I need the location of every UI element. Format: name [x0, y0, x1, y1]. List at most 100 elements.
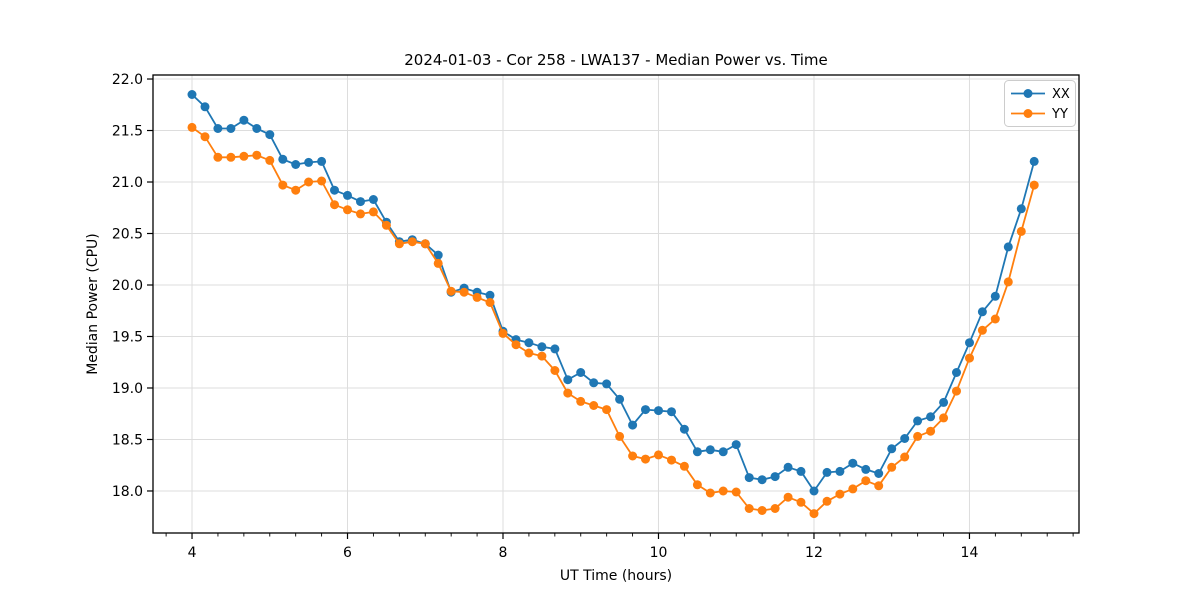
- data-point-yy: [239, 151, 249, 161]
- data-point-yy: [343, 205, 352, 215]
- x-tick-label: 6: [343, 545, 352, 561]
- data-point-yy: [809, 509, 819, 519]
- legend-label-yy: YY: [1051, 107, 1068, 122]
- data-point-xx: [835, 466, 845, 476]
- data-point-yy: [952, 386, 961, 396]
- data-point-xx: [783, 462, 793, 472]
- data-point-yy: [226, 152, 236, 162]
- data-point-yy: [433, 258, 443, 268]
- data-point-xx: [692, 447, 702, 457]
- legend-box: [1004, 80, 1076, 127]
- data-point-xx: [278, 154, 288, 164]
- data-point-xx: [291, 160, 301, 169]
- data-point-xx: [796, 466, 806, 476]
- data-point-xx: [705, 445, 715, 455]
- data-point-yy: [252, 150, 262, 160]
- data-point-xx: [317, 156, 327, 166]
- data-point-xx: [641, 405, 650, 415]
- data-point-yy: [679, 461, 689, 471]
- data-point-yy: [990, 314, 1000, 324]
- data-point-yy: [511, 340, 521, 350]
- x-tick-label: 10: [650, 545, 668, 561]
- data-point-yy: [602, 405, 612, 415]
- data-point-yy: [783, 492, 793, 502]
- data-point-xx: [939, 397, 949, 407]
- data-point-yy: [615, 431, 625, 441]
- y-tick-label: 19.0: [112, 381, 143, 397]
- data-point-yy: [731, 487, 741, 497]
- grid-lines: [153, 75, 1079, 533]
- data-point-yy: [394, 239, 404, 249]
- data-point-yy: [187, 122, 197, 132]
- y-axis-label: Median Power (CPU): [85, 233, 101, 375]
- data-point-yy: [407, 237, 417, 247]
- data-point-yy: [770, 504, 780, 513]
- data-point-xx: [1029, 156, 1039, 166]
- data-point-yy: [822, 496, 832, 506]
- data-point-yy: [900, 452, 910, 462]
- data-point-yy: [368, 207, 378, 217]
- data-point-yy: [705, 488, 715, 498]
- data-point-xx: [550, 344, 560, 354]
- data-point-yy: [330, 200, 339, 210]
- data-point-xx: [667, 407, 676, 417]
- chart-title: 2024-01-03 - Cor 258 - LWA137 - Median P…: [404, 51, 828, 69]
- data-point-yy: [446, 286, 456, 296]
- y-tick-label: 19.5: [112, 329, 143, 345]
- data-point-xx: [485, 290, 495, 300]
- data-point-xx: [874, 469, 884, 478]
- data-point-xx: [615, 394, 625, 404]
- legend-marker-yy: [1023, 109, 1033, 118]
- data-point-xx: [252, 124, 262, 133]
- data-point-xx: [433, 250, 443, 260]
- data-point-xx: [744, 473, 754, 483]
- data-point-xx: [304, 157, 314, 167]
- data-point-yy: [291, 185, 301, 195]
- data-point-yy: [576, 396, 586, 406]
- y-tick-label: 20.0: [112, 278, 143, 294]
- data-point-xx: [589, 378, 599, 388]
- data-point-xx: [926, 412, 936, 422]
- data-point-xx: [1016, 204, 1026, 214]
- data-series: [187, 90, 1039, 519]
- data-point-xx: [990, 291, 1000, 301]
- data-point-yy: [278, 180, 288, 190]
- y-tick-label: 21.5: [112, 124, 143, 140]
- data-point-yy: [1029, 180, 1039, 190]
- data-point-yy: [965, 353, 974, 363]
- data-point-yy: [459, 287, 469, 297]
- data-point-xx: [757, 475, 767, 485]
- data-point-yy: [265, 155, 275, 165]
- data-point-xx: [731, 440, 741, 450]
- data-point-xx: [239, 115, 249, 125]
- data-point-xx: [265, 130, 275, 140]
- y-tick-label: 21.0: [112, 175, 143, 191]
- data-point-yy: [1016, 226, 1026, 236]
- data-point-yy: [667, 455, 676, 465]
- y-tick-label: 18.0: [112, 484, 143, 500]
- data-point-yy: [926, 426, 936, 436]
- data-point-xx: [1003, 242, 1013, 252]
- data-point-xx: [343, 190, 352, 200]
- data-point-yy: [692, 480, 702, 490]
- data-point-xx: [654, 406, 663, 416]
- x-tick-label: 4: [188, 545, 197, 561]
- legend: XX YY: [1004, 80, 1076, 127]
- y-tick-label: 18.5: [112, 432, 143, 448]
- data-point-xx: [330, 185, 339, 195]
- data-point-yy: [848, 484, 858, 494]
- data-point-yy: [420, 239, 430, 249]
- data-point-xx: [679, 424, 689, 434]
- data-point-xx: [213, 124, 223, 133]
- data-point-xx: [628, 420, 638, 430]
- data-point-xx: [913, 416, 923, 426]
- data-point-yy: [472, 292, 482, 302]
- data-point-yy: [524, 348, 534, 358]
- x-axis-label: UT Time (hours): [560, 568, 672, 584]
- data-point-yy: [213, 152, 223, 162]
- data-point-yy: [563, 388, 573, 398]
- data-point-yy: [200, 132, 210, 142]
- data-point-xx: [887, 444, 897, 454]
